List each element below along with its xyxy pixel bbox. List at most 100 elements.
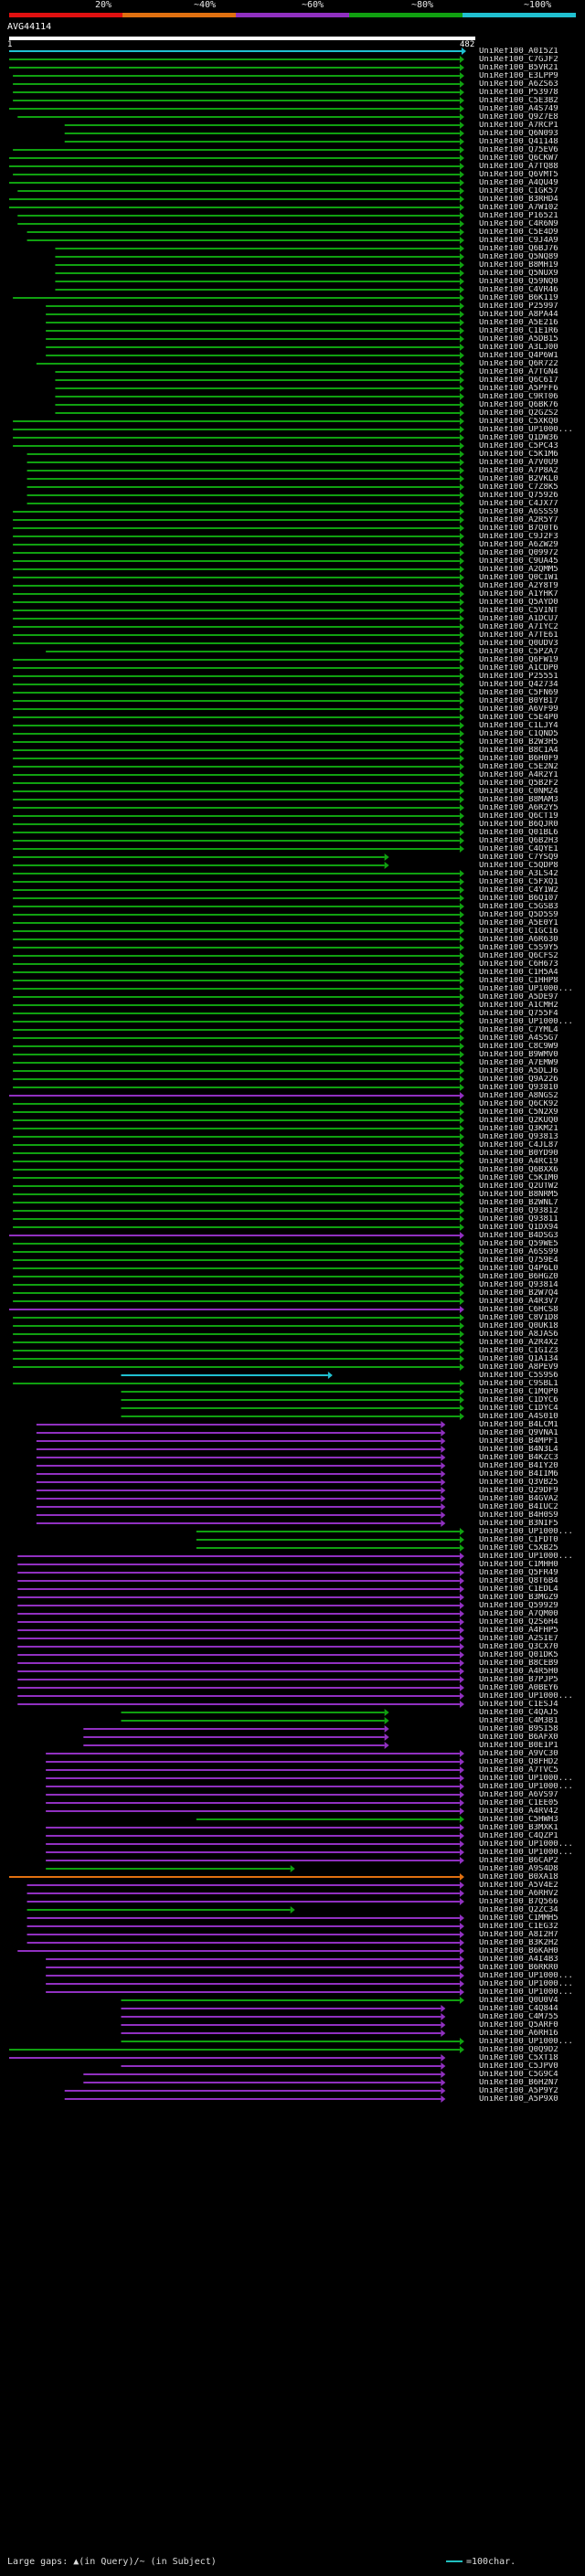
hit-alignment-line[interactable] (13, 626, 460, 628)
hit-label[interactable]: UniRef100_C1EE05 (479, 1799, 558, 1807)
hit-label[interactable]: UniRef100_C4QZP1 (479, 1832, 558, 1840)
hit-alignment-line[interactable] (13, 807, 460, 809)
hit-row[interactable] (27, 467, 464, 474)
hit-alignment-line[interactable] (13, 437, 460, 439)
hit-row[interactable] (13, 72, 464, 80)
hit-label[interactable]: UniRef100_Q5D5S9 (479, 911, 558, 919)
hit-alignment-line[interactable] (13, 1029, 460, 1031)
hit-alignment-line[interactable] (9, 1309, 460, 1310)
hit-row[interactable] (13, 870, 464, 877)
hit-alignment-line[interactable] (27, 1917, 460, 1919)
hit-label[interactable]: UniRef100_A4I4B3 (479, 1956, 558, 1964)
hit-label[interactable]: UniRef100_Q9Z7E8 (479, 113, 558, 122)
hit-label[interactable]: UniRef100_A7W102 (479, 204, 558, 212)
hit-alignment-line[interactable] (13, 1103, 460, 1105)
hit-alignment-line[interactable] (13, 100, 460, 101)
hit-label[interactable]: UniRef100_UP1000... (479, 1840, 573, 1849)
hit-row[interactable] (13, 952, 464, 959)
hit-alignment-line[interactable] (121, 1415, 460, 1417)
hit-alignment-line[interactable] (13, 1070, 460, 1072)
hit-alignment-line[interactable] (13, 675, 460, 677)
hit-label[interactable]: UniRef100_Q8FHD2 (479, 1758, 558, 1766)
hit-row[interactable] (55, 253, 464, 260)
hit-row[interactable] (13, 582, 464, 589)
hit-alignment-line[interactable] (13, 519, 460, 521)
hit-label[interactable]: UniRef100_C9UA45 (479, 557, 558, 566)
hit-alignment-line[interactable] (13, 1383, 460, 1384)
hit-alignment-line[interactable] (13, 560, 460, 562)
hit-label[interactable]: UniRef100_A4S749 (479, 105, 558, 113)
hit-row[interactable] (46, 1799, 464, 1807)
hit-alignment-line[interactable] (13, 535, 460, 537)
hit-label[interactable]: UniRef100_C1MQP0 (479, 1388, 558, 1396)
hit-label[interactable]: UniRef100_A4S010 (479, 1413, 558, 1421)
hit-alignment-line[interactable] (13, 1300, 460, 1302)
hit-label[interactable]: UniRef100_C5VINT (479, 607, 558, 615)
hit-alignment-line[interactable] (13, 429, 460, 430)
hit-label[interactable]: UniRef100_Q5FR49 (479, 1569, 558, 1577)
hit-row[interactable] (55, 393, 464, 400)
hit-alignment-line[interactable] (9, 207, 460, 208)
hit-label[interactable]: UniRef100_C9RT06 (479, 393, 558, 401)
hit-row[interactable] (13, 722, 464, 729)
hit-row[interactable] (13, 80, 464, 88)
hit-row[interactable] (13, 730, 464, 737)
hit-label[interactable]: UniRef100_A8NGS2 (479, 1092, 558, 1100)
hit-row[interactable] (46, 1775, 464, 1782)
hit-alignment-line[interactable] (9, 108, 460, 110)
hit-label[interactable]: UniRef100_B2VKL0 (479, 475, 558, 483)
hit-alignment-line[interactable] (36, 1481, 441, 1483)
hit-label[interactable]: UniRef100_Q8T6B4 (479, 1577, 558, 1585)
hit-row[interactable] (64, 138, 464, 145)
hit-row[interactable] (17, 187, 464, 195)
hit-alignment-line[interactable] (46, 1868, 291, 1870)
hit-label[interactable]: UniRef100_B3MXK1 (479, 1824, 558, 1832)
hit-label[interactable]: UniRef100_B6CAP2 (479, 1857, 558, 1865)
hit-label[interactable]: UniRef100_A3LJ00 (479, 344, 558, 352)
hit-label[interactable]: UniRef100_B0YD90 (479, 1150, 558, 1158)
hit-label[interactable]: UniRef100_B4IUC2 (479, 1503, 558, 1511)
hit-row[interactable] (13, 829, 464, 836)
hit-label[interactable]: UniRef100_B4IY20 (479, 1462, 558, 1470)
hit-alignment-line[interactable] (13, 1136, 460, 1138)
hit-row[interactable] (36, 1520, 446, 1527)
hit-label[interactable]: UniRef100_B4H0S9 (479, 1511, 558, 1520)
hit-alignment-line[interactable] (17, 1638, 460, 1639)
hit-row[interactable] (9, 48, 466, 55)
hit-alignment-line[interactable] (13, 848, 460, 850)
hit-alignment-line[interactable] (9, 1235, 460, 1236)
hit-alignment-line[interactable] (27, 231, 460, 233)
hit-row[interactable] (17, 113, 464, 121)
hit-label[interactable]: UniRef100_B6H0F9 (479, 755, 558, 763)
hit-alignment-line[interactable] (13, 149, 460, 151)
hit-label[interactable]: UniRef100_C5S9Y5 (479, 944, 558, 952)
hit-row[interactable] (121, 1717, 389, 1724)
hit-row[interactable] (121, 2062, 446, 2070)
hit-label[interactable]: UniRef100_Q6CKW7 (479, 154, 558, 163)
hit-alignment-line[interactable] (13, 1161, 460, 1162)
hit-alignment-line[interactable] (13, 568, 460, 570)
hit-row[interactable] (13, 1363, 464, 1371)
hit-row[interactable] (36, 1429, 446, 1436)
hit-row[interactable] (13, 1100, 464, 1108)
hit-label[interactable]: UniRef100_A6RH16 (479, 2030, 558, 2038)
hit-label[interactable]: UniRef100_A8I2H7 (479, 1931, 558, 1939)
hit-alignment-line[interactable] (13, 659, 460, 661)
hit-label[interactable]: UniRef100_UP1000... (479, 1783, 573, 1791)
hit-alignment-line[interactable] (17, 116, 460, 118)
hit-row[interactable] (46, 311, 464, 318)
hit-label[interactable]: UniRef100_B0E1P1 (479, 1742, 558, 1750)
hit-label[interactable]: UniRef100_B6HGZ0 (479, 1273, 558, 1281)
hit-row[interactable] (13, 755, 464, 762)
hit-row[interactable] (9, 1232, 464, 1239)
hit-alignment-line[interactable] (36, 1448, 441, 1450)
hit-row[interactable] (36, 1454, 446, 1461)
hit-alignment-line[interactable] (13, 1259, 460, 1261)
hit-label[interactable]: UniRef100_C5PC43 (479, 442, 558, 451)
hit-label[interactable]: UniRef100_B4IIM6 (479, 1470, 558, 1479)
hit-alignment-line[interactable] (17, 1629, 460, 1631)
hit-label[interactable]: UniRef100_C5G9C4 (479, 2071, 558, 2079)
hit-row[interactable] (83, 1742, 389, 1749)
hit-row[interactable] (36, 1470, 446, 1478)
hit-alignment-line[interactable] (13, 1284, 460, 1286)
